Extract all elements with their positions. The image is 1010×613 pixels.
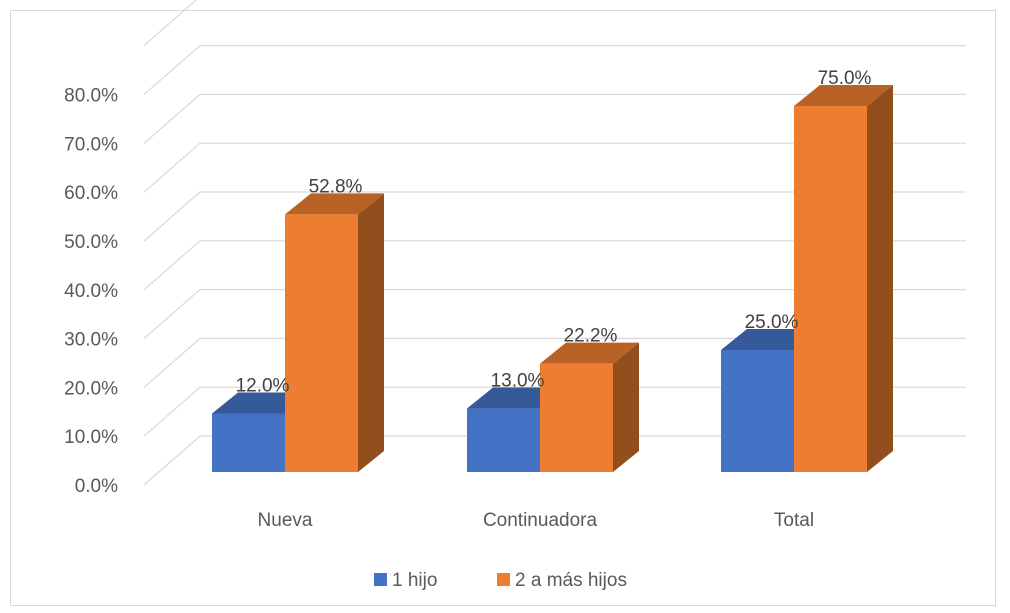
y-tick-label: 10.0% — [64, 427, 118, 448]
y-tick-label: 0.0% — [75, 476, 118, 497]
bar-top — [794, 85, 893, 106]
bar-front — [794, 106, 867, 472]
gridline — [143, 191, 966, 242]
bar-top — [540, 342, 639, 364]
gridline — [143, 142, 966, 193]
y-tick-label: 70.0% — [64, 134, 118, 155]
gridline — [143, 386, 966, 437]
data-labels: 12.0% 52.8% 13.0% 22.2% 25.0% 75.0% — [236, 68, 872, 396]
data-label: 13.0% — [491, 371, 545, 392]
legend-swatch — [374, 573, 387, 586]
y-axis-ticks: 0.0% 10.0% 20.0% 30.0% 40.0% 50.0% 60.0% 70.0% 8… — [64, 86, 118, 497]
gridline — [143, 435, 966, 486]
gridlines — [143, 0, 966, 486]
bar-top — [285, 193, 384, 215]
legend-label: 2 a más hijos — [515, 570, 627, 591]
x-category-label: Continuadora — [483, 510, 598, 531]
bar-series2-nueva — [285, 193, 384, 472]
bar-side — [613, 342, 639, 472]
y-tick-label: 80.0% — [64, 86, 118, 107]
data-label: 12.0% — [236, 375, 290, 396]
data-label: 25.0% — [745, 312, 799, 333]
y-tick-label: 50.0% — [64, 232, 118, 253]
data-label: 22.2% — [564, 326, 618, 347]
bar-series2-continuadora — [540, 342, 639, 472]
gridline — [143, 337, 966, 388]
bar-front — [467, 408, 540, 472]
gridline — [143, 240, 966, 291]
data-label: 52.8% — [309, 176, 363, 197]
gridline — [143, 93, 966, 144]
x-axis-categories: Nueva Continuadora Total — [258, 510, 815, 531]
bar-front — [212, 413, 285, 472]
x-category-label: Nueva — [258, 510, 313, 531]
bar-side — [358, 193, 384, 472]
y-tick-label: 30.0% — [64, 330, 118, 351]
x-category-label: Total — [774, 510, 814, 531]
legend-swatch — [497, 573, 510, 586]
data-label: 75.0% — [818, 68, 872, 89]
gridline — [143, 45, 966, 96]
legend: 1 hijo 2 a más hijos — [374, 570, 627, 591]
gridline — [143, 0, 198, 47]
bars — [212, 85, 893, 472]
bar-series2-total — [794, 85, 893, 472]
bar-front — [540, 363, 613, 472]
legend-label: 1 hijo — [392, 570, 437, 591]
y-tick-label: 40.0% — [64, 281, 118, 302]
bar-front — [721, 350, 794, 472]
gridline — [143, 289, 966, 340]
y-tick-label: 60.0% — [64, 183, 118, 204]
y-tick-label: 20.0% — [64, 378, 118, 399]
bar-front — [285, 214, 358, 472]
bar-side — [867, 85, 893, 472]
